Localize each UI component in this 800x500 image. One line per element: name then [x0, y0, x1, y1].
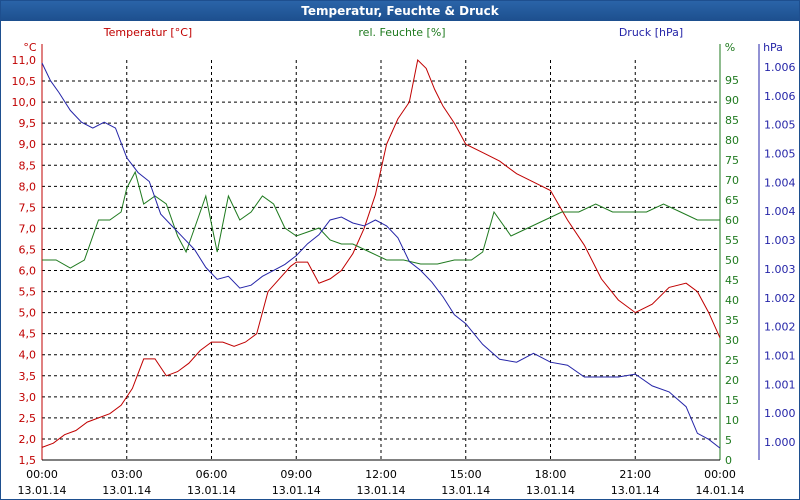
- x-tick-date: 13.01.14: [441, 484, 490, 497]
- y-tick-temperature: 8,0: [19, 180, 37, 193]
- y-tick-pressure: 1.002: [764, 321, 796, 334]
- y-tick-pressure: 1.002: [764, 292, 796, 305]
- y-tick-pressure: 1.006: [764, 90, 796, 103]
- x-tick-date: 13.01.14: [18, 484, 67, 497]
- series-line-pressure: [41, 62, 721, 449]
- y-tick-humidity: 45: [725, 274, 739, 287]
- y-tick-pressure: 1.006: [764, 61, 796, 74]
- y-tick-humidity: 65: [725, 194, 739, 207]
- y-tick-temperature: 9,0: [19, 138, 37, 151]
- x-tick-time: 18:00: [535, 468, 567, 481]
- y-tick-temperature: 10,5: [12, 75, 37, 88]
- y-tick-temperature: 1,5: [19, 454, 37, 467]
- x-tick-date: 13.01.14: [272, 484, 321, 497]
- y-tick-temperature: 3,0: [19, 391, 37, 404]
- y-tick-temperature: 7,0: [19, 222, 37, 235]
- y-tick-pressure: 1.004: [764, 205, 796, 218]
- y-tick-temperature: 5,0: [19, 307, 37, 320]
- y-tick-humidity: 85: [725, 114, 739, 127]
- x-tick-date: 13.01.14: [611, 484, 660, 497]
- y-tick-temperature: 2,0: [19, 433, 37, 446]
- unit-temperature: °C: [23, 41, 37, 54]
- x-tick-date: 14.01.14: [696, 484, 745, 497]
- y-tick-temperature: 4,0: [19, 349, 37, 362]
- y-tick-humidity: 30: [725, 334, 739, 347]
- series-layer: [41, 58, 721, 449]
- y-tick-pressure: 1.005: [764, 148, 796, 161]
- y-tick-humidity: 55: [725, 234, 739, 247]
- y-tick-temperature: 9,5: [19, 117, 37, 130]
- y-tick-pressure: 1.001: [764, 349, 796, 362]
- y-tick-temperature: 4,5: [19, 328, 37, 341]
- y-tick-humidity: 15: [725, 394, 739, 407]
- legend-temperature: Temperatur [°C]: [103, 26, 192, 39]
- x-tick-date: 13.01.14: [357, 484, 406, 497]
- y-tick-temperature: 2,5: [19, 412, 37, 425]
- y-tick-pressure: 1.001: [764, 378, 796, 391]
- x-tick-time: 06:00: [196, 468, 228, 481]
- y-tick-pressure: 1.003: [764, 263, 796, 276]
- unit-humidity: %: [725, 41, 735, 54]
- unit-pressure: hPa: [763, 41, 783, 54]
- y-tick-pressure: 1.000: [764, 407, 796, 420]
- y-tick-humidity: 95: [725, 74, 739, 87]
- x-tick-date: 13.01.14: [526, 484, 575, 497]
- y-tick-humidity: 25: [725, 354, 739, 367]
- y-tick-pressure: 1.000: [764, 436, 796, 449]
- y-tick-humidity: 20: [725, 374, 739, 387]
- y-tick-pressure: 1.003: [764, 234, 796, 247]
- y-tick-humidity: 80: [725, 134, 739, 147]
- y-tick-temperature: 11,0: [12, 54, 37, 67]
- legend-pressure: Druck [hPa]: [619, 26, 683, 39]
- y-tick-pressure: 1.004: [764, 176, 796, 189]
- x-tick-time: 03:00: [111, 468, 143, 481]
- y-tick-humidity: 10: [725, 414, 739, 427]
- y-tick-temperature: 3,5: [19, 370, 37, 383]
- grid: [42, 60, 720, 460]
- y-tick-humidity: 0: [725, 454, 732, 467]
- series-line-humidity: [42, 170, 720, 269]
- x-tick-time: 00:00: [26, 468, 58, 481]
- y-tick-humidity: 40: [725, 294, 739, 307]
- x-tick-time: 12:00: [365, 468, 397, 481]
- x-tick-time: 15:00: [450, 468, 482, 481]
- y-tick-humidity: 35: [725, 314, 739, 327]
- labels-layer: 00:00 13.01.14 03:00 13.01.14 06:00 13.01.14 0…: [12, 26, 796, 497]
- x-tick-date: 13.01.14: [187, 484, 236, 497]
- x-tick-time: 21:00: [619, 468, 651, 481]
- y-tick-temperature: 10,0: [12, 96, 37, 109]
- x-tick-date: 13.01.14: [102, 484, 151, 497]
- series-line-temperature: [41, 58, 721, 448]
- y-tick-humidity: 50: [725, 254, 739, 267]
- x-tick-time: 00:00: [704, 468, 736, 481]
- y-tick-temperature: 7,5: [19, 201, 37, 214]
- y-tick-humidity: 75: [725, 154, 739, 167]
- y-tick-humidity: 70: [725, 174, 739, 187]
- legend-humidity: rel. Feuchte [%]: [358, 26, 445, 39]
- x-tick-time: 09:00: [280, 468, 312, 481]
- y-tick-temperature: 8,5: [19, 159, 37, 172]
- y-tick-temperature: 6,5: [19, 243, 37, 256]
- y-tick-temperature: 5,5: [19, 286, 37, 299]
- chart-title: Temperatur, Feuchte & Druck: [1, 1, 799, 21]
- y-tick-pressure: 1.005: [764, 119, 796, 132]
- axes: [41, 44, 760, 461]
- y-tick-humidity: 5: [725, 434, 732, 447]
- y-tick-humidity: 60: [725, 214, 739, 227]
- y-tick-humidity: 90: [725, 94, 739, 107]
- y-tick-temperature: 6,0: [19, 265, 37, 278]
